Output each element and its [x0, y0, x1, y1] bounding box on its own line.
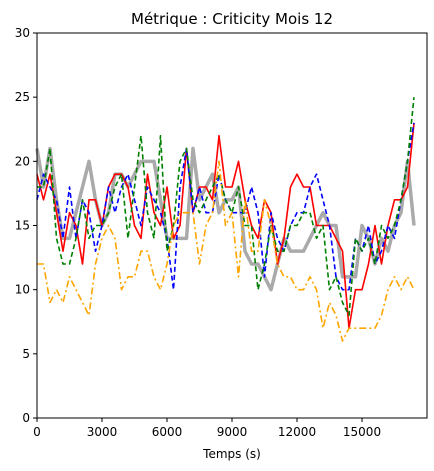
y-tick-label: 5 [22, 347, 30, 361]
y-tick-label: 30 [15, 26, 30, 40]
series-line-2 [36, 122, 415, 329]
y-tick-label: 15 [15, 219, 30, 233]
y-tick-label: 10 [15, 283, 30, 297]
x-tick-label: 6000 [152, 425, 183, 439]
x-tick-label: 12000 [278, 425, 316, 439]
y-tick-label: 0 [22, 411, 30, 425]
series-layer [35, 97, 416, 342]
series-line-5 [37, 160, 415, 342]
x-tick-label: 3000 [87, 425, 118, 439]
x-axis: 0 3000 6000 9000 12000 15000 [33, 418, 381, 439]
x-tick-label: 15000 [343, 425, 381, 439]
x-tick-label: 9000 [217, 425, 248, 439]
x-axis-label: Temps (s) [202, 447, 261, 461]
series-line-4 [37, 97, 415, 317]
y-tick-label: 20 [15, 154, 30, 168]
plot-frame [36, 32, 428, 419]
y-axis: 0 5 10 15 20 25 30 [15, 26, 37, 425]
x-tick-label: 0 [33, 425, 41, 439]
y-tick-label: 25 [15, 90, 30, 104]
chart-title: Métrique : Criticity Mois 12 [131, 10, 333, 28]
